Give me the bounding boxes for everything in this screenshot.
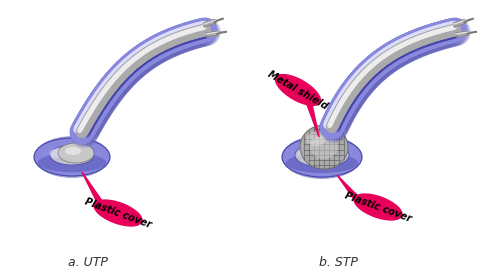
Polygon shape <box>456 31 468 37</box>
Ellipse shape <box>300 125 348 169</box>
Ellipse shape <box>34 136 110 178</box>
Ellipse shape <box>216 32 220 34</box>
Polygon shape <box>337 175 361 204</box>
Polygon shape <box>82 172 104 208</box>
Ellipse shape <box>58 143 94 163</box>
Ellipse shape <box>298 148 318 158</box>
Text: Plastic cover: Plastic cover <box>84 196 152 230</box>
Ellipse shape <box>464 20 467 23</box>
Polygon shape <box>305 97 319 137</box>
Ellipse shape <box>49 148 68 158</box>
Text: Metal shield: Metal shield <box>266 69 330 111</box>
Ellipse shape <box>466 32 470 34</box>
Ellipse shape <box>354 193 403 221</box>
Text: b. STP: b. STP <box>318 257 358 269</box>
Ellipse shape <box>34 138 110 176</box>
Ellipse shape <box>94 199 142 227</box>
Ellipse shape <box>310 135 338 159</box>
Ellipse shape <box>295 143 349 167</box>
Polygon shape <box>206 31 218 37</box>
Polygon shape <box>453 20 466 27</box>
Ellipse shape <box>50 145 94 165</box>
Ellipse shape <box>282 137 362 177</box>
Ellipse shape <box>282 135 362 179</box>
Text: a. UTP: a. UTP <box>68 257 108 269</box>
Ellipse shape <box>286 153 358 173</box>
Polygon shape <box>203 20 216 27</box>
Ellipse shape <box>275 74 321 106</box>
Ellipse shape <box>65 147 81 155</box>
Ellipse shape <box>306 132 326 146</box>
Ellipse shape <box>38 153 106 172</box>
Text: Plastic cover: Plastic cover <box>344 190 412 224</box>
Ellipse shape <box>213 20 217 23</box>
